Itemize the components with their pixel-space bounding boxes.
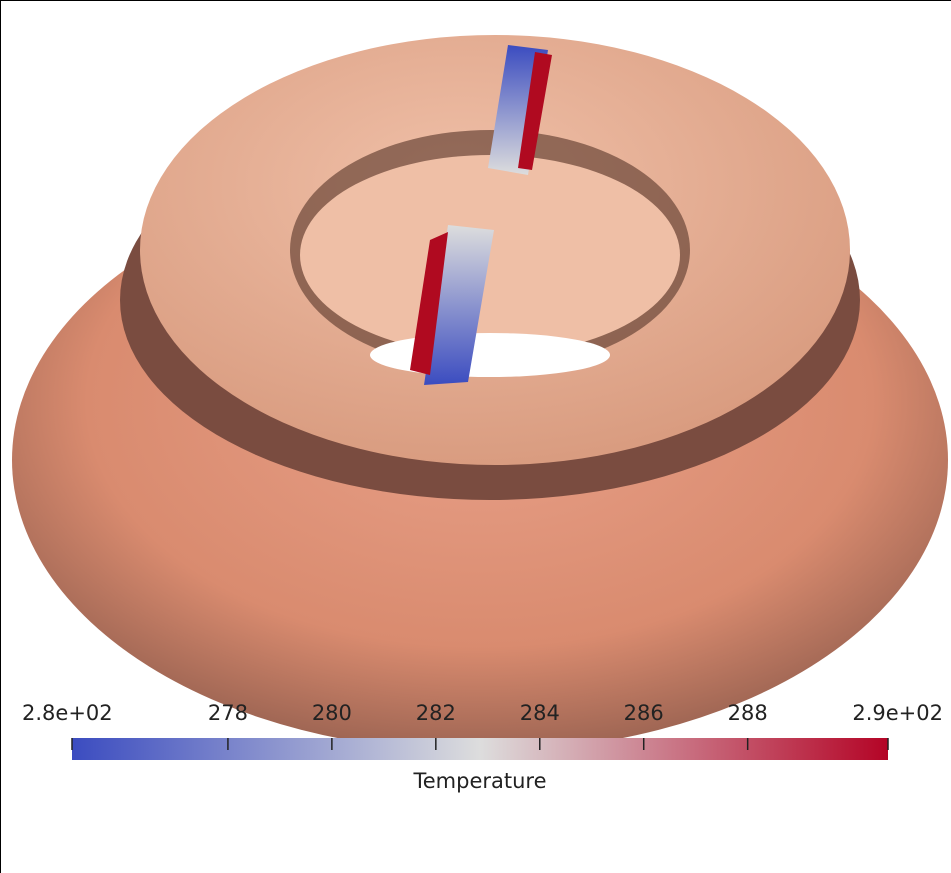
tick-label: 2.8e+02 xyxy=(22,701,113,725)
tick-label: 2.9e+02 xyxy=(852,701,943,725)
tick-label: 278 xyxy=(208,701,248,725)
colorbar-title: Temperature xyxy=(412,769,546,793)
render-view: Temperature 2.8e+02 278 280 282 284 286 288 2.9… xyxy=(0,0,951,873)
tick-label: 280 xyxy=(312,701,352,725)
colorbar xyxy=(72,738,888,760)
tick-label: 284 xyxy=(520,701,560,725)
tick-label: 288 xyxy=(728,701,768,725)
tick-label: 282 xyxy=(416,701,456,725)
tick-label: 286 xyxy=(624,701,664,725)
